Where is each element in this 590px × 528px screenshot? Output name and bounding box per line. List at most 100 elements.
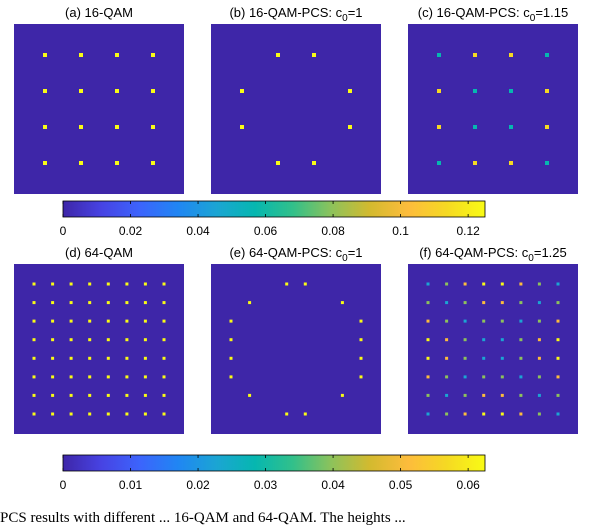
constellation-point-d-r3c5 xyxy=(125,338,129,342)
constellation-point-e-r5c0 xyxy=(229,375,233,379)
constellation-point-b-r2c3 xyxy=(348,125,352,129)
panel-background-c xyxy=(408,24,578,194)
constellation-point-f-r1c4 xyxy=(500,301,504,305)
constellation-point-e-r7c4 xyxy=(303,412,307,416)
constellation-point-a-r1c0 xyxy=(43,89,47,93)
constellation-point-c-r1c2 xyxy=(509,89,513,93)
constellation-point-a-r2c3 xyxy=(151,125,155,129)
constellation-point-d-r6c5 xyxy=(125,393,129,397)
constellation-point-f-r2c2 xyxy=(463,319,467,323)
panel-background-a xyxy=(14,24,184,194)
constellation-point-d-r5c3 xyxy=(88,375,92,379)
constellation-point-d-r7c0 xyxy=(32,412,36,416)
colorbar-tick-label-cb1-2: 0.04 xyxy=(186,224,210,238)
colorbar-tick-label-cb1-5: 0.1 xyxy=(392,224,409,238)
constellation-point-f-r1c6 xyxy=(537,301,541,305)
constellation-point-f-r4c3 xyxy=(482,356,486,360)
constellation-point-f-r7c6 xyxy=(537,412,541,416)
constellation-point-d-r1c2 xyxy=(69,301,73,305)
constellation-point-b-r0c1 xyxy=(276,53,280,57)
constellation-point-f-r0c0 xyxy=(426,282,430,286)
panel-title-d: (d) 64-QAM xyxy=(65,245,133,260)
constellation-point-f-r1c7 xyxy=(556,301,560,305)
panel-c: (c) 16-QAM-PCS: c0=1.15 xyxy=(408,5,578,194)
constellation-point-e-r2c7 xyxy=(359,319,363,323)
constellation-point-f-r4c5 xyxy=(519,356,523,360)
constellation-point-d-r6c1 xyxy=(51,393,55,397)
constellation-point-d-r4c2 xyxy=(69,356,73,360)
constellation-point-f-r3c4 xyxy=(500,338,504,342)
constellation-point-d-r1c7 xyxy=(162,301,166,305)
constellation-point-a-r0c3 xyxy=(151,53,155,57)
panel-background-e xyxy=(211,264,381,434)
constellation-point-f-r6c1 xyxy=(445,393,449,397)
constellation-point-e-r1c6 xyxy=(340,301,344,305)
constellation-point-c-r1c1 xyxy=(473,89,477,93)
colorbar-tick-label-cb1-6: 0.12 xyxy=(456,224,480,238)
constellation-point-d-r2c5 xyxy=(125,319,129,323)
constellation-point-f-r3c3 xyxy=(482,338,486,342)
constellation-point-e-r7c3 xyxy=(285,412,289,416)
constellation-point-f-r0c2 xyxy=(463,282,467,286)
constellation-point-f-r6c4 xyxy=(500,393,504,397)
constellation-point-d-r3c3 xyxy=(88,338,92,342)
constellation-point-f-r3c0 xyxy=(426,338,430,342)
constellation-point-d-r1c4 xyxy=(106,301,110,305)
constellation-point-f-r5c4 xyxy=(500,375,504,379)
constellation-point-f-r3c6 xyxy=(537,338,541,342)
constellation-point-c-r3c0 xyxy=(437,161,441,165)
constellation-point-d-r7c1 xyxy=(51,412,55,416)
constellation-point-d-r3c2 xyxy=(69,338,73,342)
constellation-point-d-r3c0 xyxy=(32,338,36,342)
colorbar-tick-label-cb1-4: 0.08 xyxy=(321,224,345,238)
constellation-point-f-r5c0 xyxy=(426,375,430,379)
constellation-point-d-r3c4 xyxy=(106,338,110,342)
constellation-point-c-r3c1 xyxy=(473,161,477,165)
constellation-point-d-r6c0 xyxy=(32,393,36,397)
constellation-point-c-r2c2 xyxy=(509,125,513,129)
constellation-point-f-r0c7 xyxy=(556,282,560,286)
colorbar-gradient-cb2 xyxy=(62,454,486,472)
constellation-point-a-r3c1 xyxy=(79,161,83,165)
panel-title-e: (e) 64-QAM-PCS: c0=1 xyxy=(229,245,362,264)
constellation-point-d-r0c4 xyxy=(106,282,110,286)
constellation-point-c-r2c0 xyxy=(437,125,441,129)
constellation-point-d-r5c4 xyxy=(106,375,110,379)
constellation-point-a-r2c1 xyxy=(79,125,83,129)
constellation-point-d-r5c7 xyxy=(162,375,166,379)
constellation-point-a-r0c1 xyxy=(79,53,83,57)
constellation-point-c-r0c1 xyxy=(473,53,477,57)
constellation-point-f-r3c7 xyxy=(556,338,560,342)
constellation-point-f-r2c3 xyxy=(482,319,486,323)
panel-background-f xyxy=(408,264,578,434)
constellation-point-f-r5c1 xyxy=(445,375,449,379)
constellation-point-d-r0c2 xyxy=(69,282,73,286)
constellation-point-f-r7c7 xyxy=(556,412,560,416)
constellation-point-a-r3c0 xyxy=(43,161,47,165)
colorbar-cb2: 0 0.01 0.02 0.03 0.04 0.05 0.06 xyxy=(60,454,486,492)
constellation-point-c-r0c0 xyxy=(437,53,441,57)
constellation-point-a-r2c2 xyxy=(115,125,119,129)
constellation-point-f-r1c2 xyxy=(463,301,467,305)
constellation-point-f-r7c4 xyxy=(500,412,504,416)
constellation-point-f-r6c7 xyxy=(556,393,560,397)
constellation-point-f-r5c5 xyxy=(519,375,523,379)
constellation-point-f-r0c3 xyxy=(482,282,486,286)
constellation-point-d-r6c4 xyxy=(106,393,110,397)
constellation-point-d-r4c5 xyxy=(125,356,129,360)
constellation-point-d-r0c6 xyxy=(143,282,147,286)
constellation-point-b-r1c0 xyxy=(240,89,244,93)
constellation-point-f-r3c1 xyxy=(445,338,449,342)
constellation-point-d-r7c5 xyxy=(125,412,129,416)
constellation-point-f-r2c0 xyxy=(426,319,430,323)
panel-title-b: (b) 16-QAM-PCS: c0=1 xyxy=(229,5,362,24)
constellation-point-f-r1c5 xyxy=(519,301,523,305)
panel-b: (b) 16-QAM-PCS: c0=1 xyxy=(211,5,381,194)
constellation-point-a-r3c2 xyxy=(115,161,119,165)
panel-background-d xyxy=(14,264,184,434)
constellation-point-d-r0c5 xyxy=(125,282,129,286)
constellation-point-b-r2c0 xyxy=(240,125,244,129)
constellation-point-d-r6c7 xyxy=(162,393,166,397)
constellation-point-d-r6c2 xyxy=(69,393,73,397)
constellation-point-f-r6c3 xyxy=(482,393,486,397)
